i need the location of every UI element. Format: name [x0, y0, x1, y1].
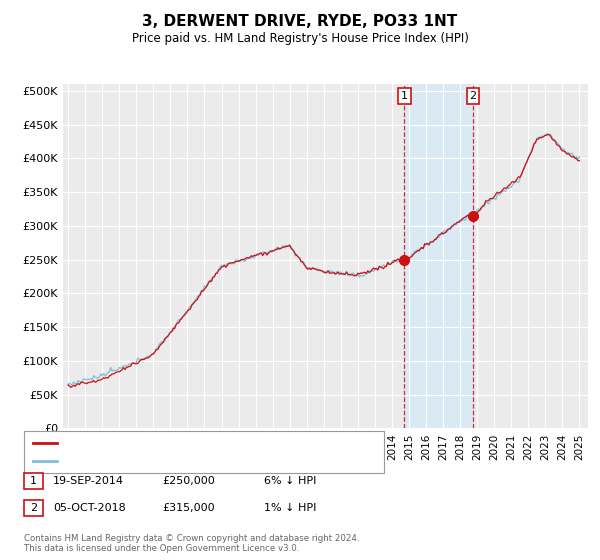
Bar [404, 84, 473, 428]
Text: 3, DERWENT DRIVE, RYDE, PO33 1NT: 3, DERWENT DRIVE, RYDE, PO33 1NT [142, 14, 458, 29]
Text: 19-SEP-2014: 19-SEP-2014 [53, 476, 124, 486]
Text: 6% ↓ HPI: 6% ↓ HPI [264, 476, 316, 486]
Text: 1: 1 [401, 91, 408, 101]
Text: 2: 2 [30, 503, 37, 513]
Text: 1: 1 [30, 476, 37, 486]
Text: 2: 2 [470, 91, 476, 101]
Text: HPI: Average price, detached house, Isle of Wight: HPI: Average price, detached house, Isle… [64, 456, 322, 466]
Text: Price paid vs. HM Land Registry's House Price Index (HPI): Price paid vs. HM Land Registry's House … [131, 32, 469, 45]
Text: £315,000: £315,000 [162, 503, 215, 513]
Text: 3, DERWENT DRIVE, RYDE, PO33 1NT (detached house): 3, DERWENT DRIVE, RYDE, PO33 1NT (detach… [64, 438, 352, 448]
Text: 1% ↓ HPI: 1% ↓ HPI [264, 503, 316, 513]
Text: £250,000: £250,000 [162, 476, 215, 486]
Text: Contains HM Land Registry data © Crown copyright and database right 2024.
This d: Contains HM Land Registry data © Crown c… [24, 534, 359, 553]
Text: 05-OCT-2018: 05-OCT-2018 [53, 503, 125, 513]
